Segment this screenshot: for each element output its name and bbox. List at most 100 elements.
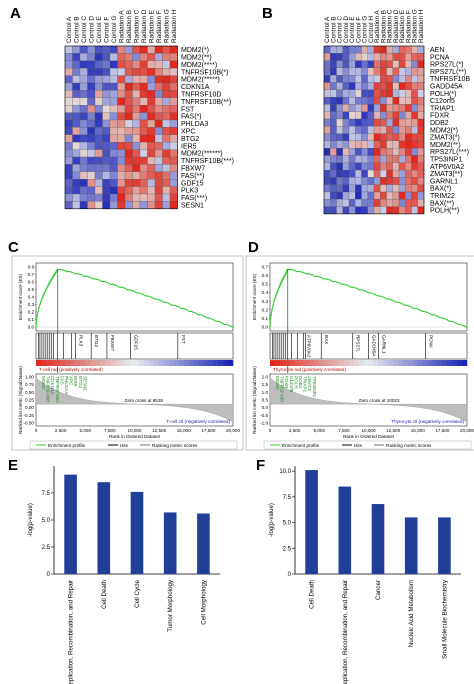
heatmap-cell bbox=[380, 155, 387, 163]
heatmap-cell bbox=[386, 126, 393, 134]
rank-color-bar-segment bbox=[363, 360, 369, 366]
heatmap-cell bbox=[147, 82, 156, 91]
rank-tick-label: 15,000 bbox=[177, 428, 191, 433]
heatmap-cell bbox=[94, 112, 103, 121]
heatmap-cell bbox=[405, 82, 412, 90]
positive-class-label: T-cell rad (positively correlated) bbox=[39, 367, 103, 372]
heatmap-cell bbox=[380, 67, 387, 76]
heatmap-cell bbox=[132, 179, 141, 187]
heatmap-cell bbox=[342, 126, 350, 134]
heatmap-cell bbox=[323, 140, 331, 149]
heatmap-row-label: BTG2 bbox=[181, 136, 199, 143]
heatmap-cell bbox=[348, 75, 356, 83]
heatmap-cell bbox=[94, 75, 103, 84]
heatmap-cell bbox=[72, 45, 81, 54]
rank-tick-label: 17,500 bbox=[435, 428, 449, 433]
enrichment-profile-line bbox=[35, 268, 234, 329]
heatmap-cell bbox=[373, 169, 381, 178]
heatmap-cell bbox=[124, 60, 133, 69]
heatmap-cell bbox=[169, 53, 178, 61]
rank-color-bar-segment bbox=[149, 360, 155, 366]
heatmap-cell bbox=[355, 140, 362, 149]
heatmap-cell bbox=[367, 118, 375, 127]
heatmap-cell bbox=[361, 169, 368, 178]
heatmap-cell bbox=[405, 199, 412, 207]
heatmap-cell bbox=[367, 191, 375, 200]
heatmap-cell bbox=[342, 111, 350, 120]
heatmap-row-label: TNFRSF10B bbox=[430, 76, 470, 83]
heatmap-cell bbox=[411, 155, 418, 163]
rank-color-bar-segment bbox=[60, 360, 66, 366]
heatmap-cell bbox=[154, 134, 163, 143]
heatmap-cell bbox=[373, 133, 381, 142]
heatmap-row-label: TRIAP1 bbox=[430, 105, 455, 112]
rank-color-bar-segment bbox=[398, 360, 404, 366]
heatmap-cell bbox=[147, 105, 156, 113]
heatmap-cell bbox=[169, 45, 178, 54]
heatmap-cell bbox=[361, 177, 368, 185]
hit-gene-label: GARNL1 bbox=[381, 335, 386, 354]
heatmap-cell bbox=[386, 140, 393, 149]
heatmap-cell bbox=[361, 96, 368, 105]
heatmap-row-label: TNFRSF10D bbox=[181, 92, 221, 99]
rank-tick-label: 0 bbox=[269, 428, 272, 433]
heatmap-cell bbox=[124, 75, 133, 84]
leading-edge-gene-label: IER5 bbox=[73, 376, 78, 387]
heatmap-cell bbox=[398, 53, 406, 61]
heatmap-cell bbox=[64, 149, 73, 158]
heatmap-cell bbox=[139, 127, 148, 135]
y-tick-label: 10.0 bbox=[279, 469, 291, 475]
heatmap-cell bbox=[169, 134, 178, 143]
heatmap-cell bbox=[79, 82, 88, 91]
heatmap-cell bbox=[169, 156, 178, 165]
heatmap-cell bbox=[392, 148, 400, 156]
heatmap-row-label: GADD45A bbox=[430, 84, 463, 91]
rank-color-bar-segment bbox=[124, 360, 130, 366]
heatmap-cell bbox=[139, 45, 148, 54]
heatmap-cell bbox=[367, 177, 375, 185]
heatmap-cell bbox=[373, 155, 381, 163]
es-tick-label: 0.6 bbox=[28, 280, 35, 285]
heatmap-cell bbox=[117, 68, 126, 76]
heatmap-cell bbox=[392, 177, 400, 185]
heatmap-cell bbox=[380, 199, 387, 207]
heatmap-row-label: RPS27L(***) bbox=[430, 149, 469, 156]
heatmap-cell bbox=[411, 199, 418, 207]
heatmap-cell bbox=[64, 90, 73, 98]
heatmap-cell bbox=[323, 206, 331, 215]
heatmap-cell bbox=[380, 75, 387, 83]
category-label: Tumor Morphology bbox=[167, 579, 174, 632]
heatmap-cell bbox=[94, 53, 103, 61]
heatmap-row-label: BAX(*) bbox=[430, 186, 451, 193]
heatmap-column-label: Radiation D bbox=[393, 9, 400, 43]
heatmap-row-label: MDM2(*) bbox=[430, 127, 458, 134]
heatmap-row-label: AEN bbox=[430, 47, 444, 54]
heatmap-cell bbox=[355, 82, 362, 90]
heatmap-cell bbox=[330, 60, 337, 69]
heatmap-cell bbox=[64, 127, 73, 135]
heatmap-cell bbox=[417, 162, 425, 171]
heatmap-cell bbox=[169, 75, 178, 84]
heatmap-cell bbox=[102, 127, 111, 135]
heatmap-cell bbox=[109, 127, 118, 135]
rank-color-bar-segment bbox=[80, 360, 86, 366]
heatmap-cell bbox=[147, 75, 156, 84]
heatmap-column-label: Radiation G bbox=[163, 9, 170, 43]
rank-color-bar-segment bbox=[412, 360, 419, 366]
heatmap-cell bbox=[117, 75, 126, 84]
zero-cross-label: Zero cross at 10023 bbox=[359, 398, 400, 403]
heatmap-cell bbox=[102, 171, 111, 180]
heatmap-cell bbox=[87, 45, 96, 54]
heatmap-cell bbox=[323, 111, 331, 120]
rank-color-bar-segment bbox=[40, 360, 47, 366]
panel-label-a: A bbox=[10, 5, 21, 22]
heatmap-cell bbox=[109, 171, 118, 180]
heatmap-cell bbox=[386, 206, 393, 215]
heatmap-cell bbox=[386, 82, 393, 90]
heatmap-cell bbox=[117, 119, 126, 128]
heatmap-cell bbox=[323, 184, 331, 193]
heatmap-cell bbox=[405, 126, 412, 134]
heatmap-cell bbox=[147, 193, 156, 202]
heatmap-cell bbox=[139, 149, 148, 158]
rank-color-bar-segment bbox=[218, 360, 224, 366]
